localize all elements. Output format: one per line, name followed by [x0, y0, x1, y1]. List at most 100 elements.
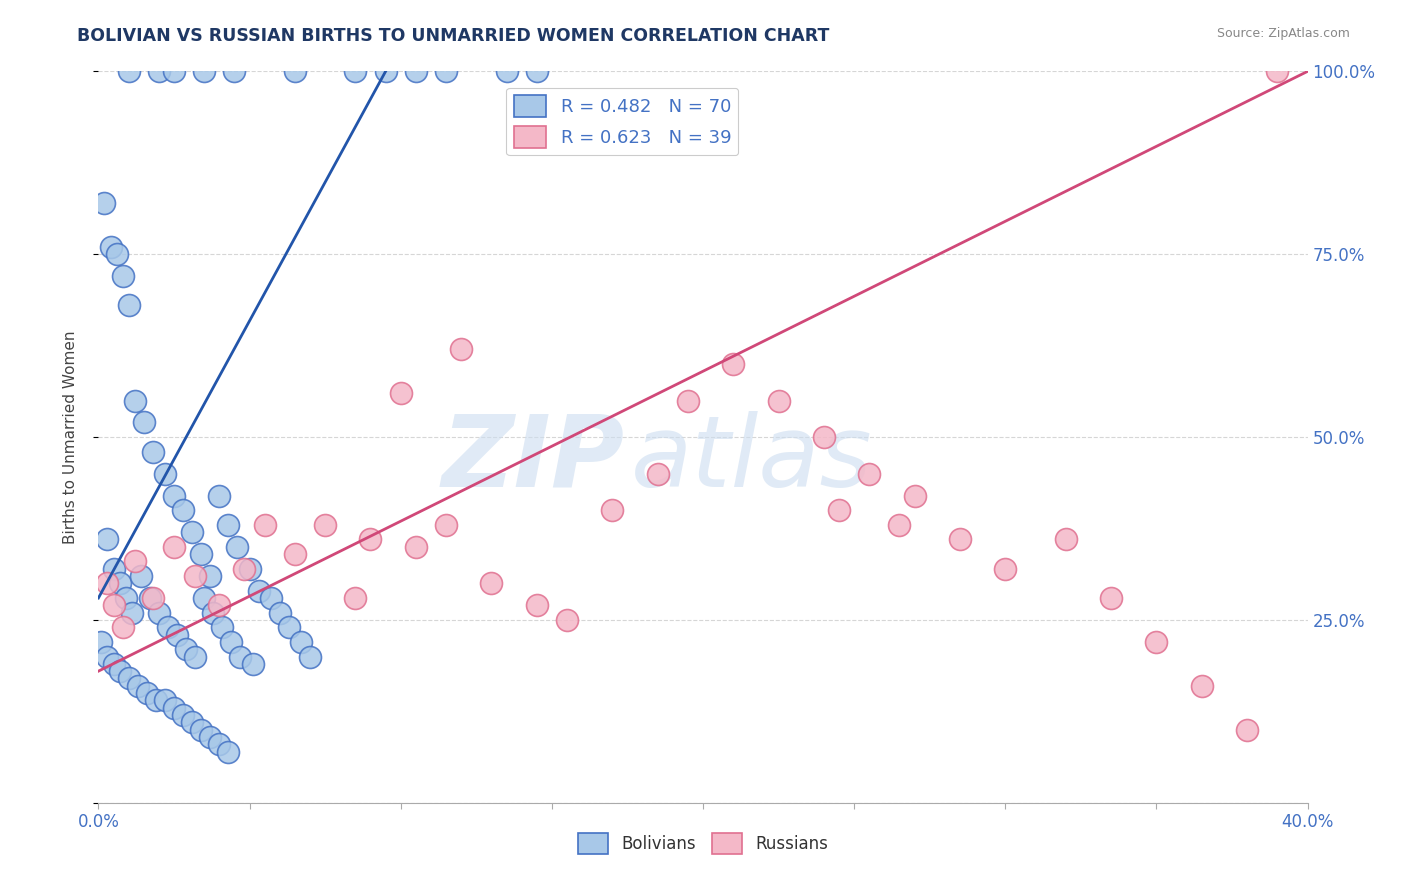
Point [124, 554, 146, 568]
Point [994, 562, 1017, 576]
Point [277, 620, 299, 634]
Point [193, 591, 215, 605]
Point [105, 247, 128, 261]
Point [96, 649, 118, 664]
Point [121, 606, 143, 620]
Point [405, 540, 427, 554]
Text: atlas: atlas [630, 410, 872, 508]
Point [723, 357, 745, 371]
Point [174, 642, 197, 657]
Point [100, 240, 122, 254]
Point [904, 489, 927, 503]
Point [129, 569, 152, 583]
Point [858, 467, 880, 481]
Point [163, 489, 186, 503]
Point [118, 64, 141, 78]
Point [253, 517, 276, 532]
Point [242, 657, 264, 671]
Point [344, 64, 367, 78]
Point [93, 196, 115, 211]
Point [111, 620, 134, 634]
Point [526, 599, 548, 613]
Point [208, 737, 231, 751]
Point [284, 547, 307, 561]
Point [260, 591, 283, 605]
Point [405, 64, 427, 78]
Point [163, 64, 186, 78]
Point [284, 64, 307, 78]
Point [949, 533, 972, 547]
Point [111, 269, 134, 284]
Point [202, 606, 225, 620]
Point [217, 517, 239, 532]
Point [269, 606, 291, 620]
Point [127, 679, 149, 693]
Point [163, 700, 186, 714]
Point [526, 64, 548, 78]
Point [226, 540, 249, 554]
Point [153, 467, 176, 481]
Point [1236, 723, 1258, 737]
Point [676, 393, 699, 408]
Point [217, 745, 239, 759]
Point [1267, 64, 1289, 78]
Point [434, 517, 457, 532]
Point [153, 693, 176, 707]
Point [232, 562, 254, 576]
Text: Source: ZipAtlas.com: Source: ZipAtlas.com [1216, 27, 1350, 40]
Point [132, 416, 155, 430]
Point [166, 627, 188, 641]
Legend: Bolivians, Russians: Bolivians, Russians [571, 827, 835, 860]
Point [139, 591, 162, 605]
Point [221, 635, 243, 649]
Point [555, 613, 578, 627]
Point [145, 693, 167, 707]
Point [813, 430, 835, 444]
Point [1099, 591, 1122, 605]
Point [495, 64, 517, 78]
Point [239, 562, 262, 576]
Point [602, 503, 624, 517]
Point [1191, 679, 1213, 693]
Point [299, 649, 322, 664]
Point [211, 620, 233, 634]
Point [96, 576, 118, 591]
Point [208, 489, 231, 503]
Point [1054, 533, 1077, 547]
Text: BOLIVIAN VS RUSSIAN BIRTHS TO UNMARRIED WOMEN CORRELATION CHART: BOLIVIAN VS RUSSIAN BIRTHS TO UNMARRIED … [77, 27, 830, 45]
Point [118, 672, 141, 686]
Point [224, 64, 246, 78]
Point [108, 576, 131, 591]
Point [135, 686, 157, 700]
Y-axis label: Births to Unmarried Women: Births to Unmarried Women [63, 330, 77, 544]
Point [889, 517, 911, 532]
Point [434, 64, 457, 78]
Point [647, 467, 669, 481]
Point [184, 649, 207, 664]
Point [163, 540, 186, 554]
Point [374, 64, 396, 78]
Point [103, 599, 125, 613]
Point [190, 723, 212, 737]
Point [114, 591, 136, 605]
Point [360, 533, 382, 547]
Point [181, 715, 204, 730]
Point [103, 562, 125, 576]
Point [148, 606, 170, 620]
Point [314, 517, 336, 532]
Point [172, 503, 194, 517]
Point [148, 64, 170, 78]
Point [156, 620, 179, 634]
Point [181, 525, 204, 540]
Point [344, 591, 367, 605]
Point [481, 576, 503, 591]
Point [184, 569, 207, 583]
Point [96, 533, 118, 547]
Point [90, 635, 112, 649]
Point [200, 730, 222, 744]
Point [247, 583, 270, 598]
Point [208, 599, 231, 613]
Point [142, 591, 165, 605]
Point [190, 547, 212, 561]
Point [103, 657, 125, 671]
